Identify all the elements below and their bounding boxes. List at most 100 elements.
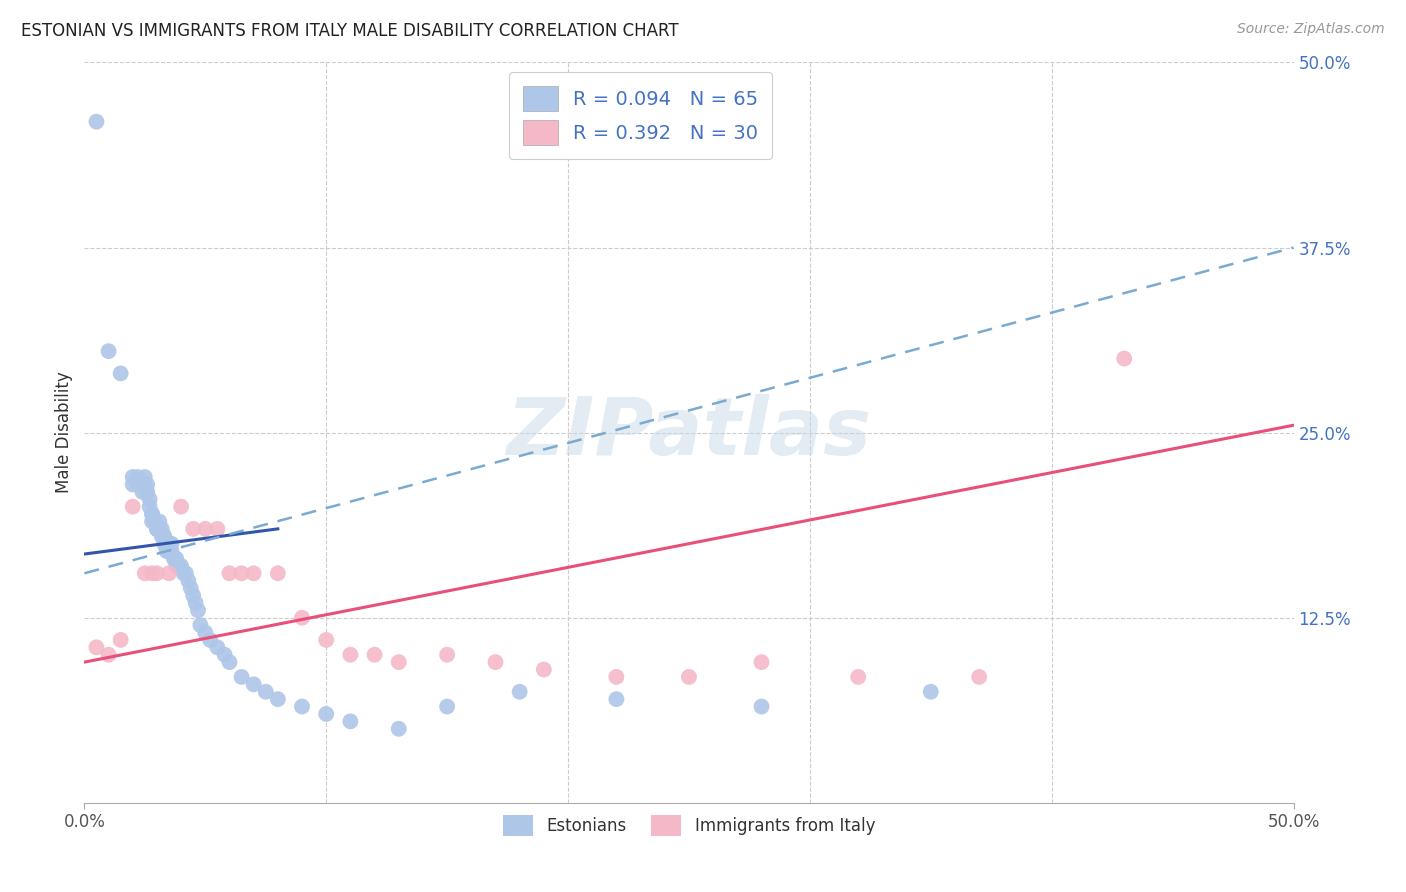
Point: [231, 566, 253, 581]
Point: [291, 699, 314, 714]
Point: [146, 522, 169, 536]
Point: [190, 618, 212, 632]
Point: [134, 470, 156, 484]
Point: [134, 477, 156, 491]
Point: [155, 544, 177, 558]
Point: [160, 536, 183, 550]
Point: [163, 551, 186, 566]
Point: [254, 685, 277, 699]
Point: [131, 484, 153, 499]
Point: [846, 670, 869, 684]
Point: [181, 589, 204, 603]
Point: [157, 566, 180, 581]
Point: [198, 632, 221, 647]
Legend: Estonians, Immigrants from Italy: Estonians, Immigrants from Italy: [492, 805, 886, 847]
Point: [134, 566, 156, 581]
Point: [146, 522, 169, 536]
Text: ZIPatlas: ZIPatlas: [506, 393, 872, 472]
Point: [110, 632, 132, 647]
Point: [436, 648, 458, 662]
Point: [127, 477, 149, 491]
Point: [751, 699, 773, 714]
Point: [207, 640, 229, 655]
Point: [339, 714, 361, 729]
Text: ESTONIAN VS IMMIGRANTS FROM ITALY MALE DISABILITY CORRELATION CHART: ESTONIAN VS IMMIGRANTS FROM ITALY MALE D…: [21, 22, 679, 40]
Point: [148, 515, 170, 529]
Point: [143, 515, 166, 529]
Point: [148, 522, 170, 536]
Point: [165, 551, 187, 566]
Point: [121, 500, 143, 514]
Point: [436, 699, 458, 714]
Point: [184, 596, 207, 610]
Point: [121, 470, 143, 484]
Point: [86, 640, 108, 655]
Point: [214, 648, 236, 662]
Point: [138, 500, 160, 514]
Point: [153, 529, 176, 543]
Point: [181, 522, 204, 536]
Point: [678, 670, 700, 684]
Point: [751, 655, 773, 669]
Point: [315, 632, 337, 647]
Point: [97, 648, 120, 662]
Text: Source: ZipAtlas.com: Source: ZipAtlas.com: [1237, 22, 1385, 37]
Y-axis label: Male Disability: Male Disability: [55, 372, 73, 493]
Point: [110, 367, 132, 381]
Point: [170, 500, 193, 514]
Point: [267, 566, 290, 581]
Point: [509, 685, 531, 699]
Point: [153, 529, 176, 543]
Point: [141, 507, 163, 521]
Point: [170, 558, 193, 573]
Point: [180, 581, 202, 595]
Point: [177, 574, 200, 588]
Point: [150, 522, 173, 536]
Point: [155, 536, 177, 550]
Point: [174, 566, 197, 581]
Point: [207, 522, 229, 536]
Point: [157, 544, 180, 558]
Point: [1114, 351, 1136, 366]
Point: [136, 484, 159, 499]
Point: [141, 515, 163, 529]
Point: [165, 558, 187, 573]
Point: [484, 655, 506, 669]
Point: [160, 544, 183, 558]
Point: [967, 670, 990, 684]
Point: [136, 477, 159, 491]
Point: [97, 344, 120, 359]
Point: [605, 692, 627, 706]
Point: [141, 507, 163, 521]
Point: [920, 685, 942, 699]
Point: [194, 522, 217, 536]
Point: [138, 492, 160, 507]
Point: [231, 670, 253, 684]
Point: [339, 648, 361, 662]
Point: [146, 522, 169, 536]
Point: [141, 566, 163, 581]
Point: [121, 477, 143, 491]
Point: [146, 566, 169, 581]
Point: [194, 625, 217, 640]
Point: [267, 692, 290, 706]
Point: [242, 566, 264, 581]
Point: [127, 470, 149, 484]
Point: [173, 566, 195, 581]
Point: [153, 536, 176, 550]
Point: [388, 722, 411, 736]
Point: [187, 603, 209, 617]
Point: [315, 706, 337, 721]
Point: [167, 558, 190, 573]
Point: [157, 536, 180, 550]
Point: [388, 655, 411, 669]
Point: [150, 529, 173, 543]
Point: [242, 677, 264, 691]
Point: [86, 114, 108, 128]
Point: [363, 648, 385, 662]
Point: [218, 655, 240, 669]
Point: [291, 610, 314, 624]
Point: [605, 670, 627, 684]
Point: [533, 663, 555, 677]
Point: [218, 566, 240, 581]
